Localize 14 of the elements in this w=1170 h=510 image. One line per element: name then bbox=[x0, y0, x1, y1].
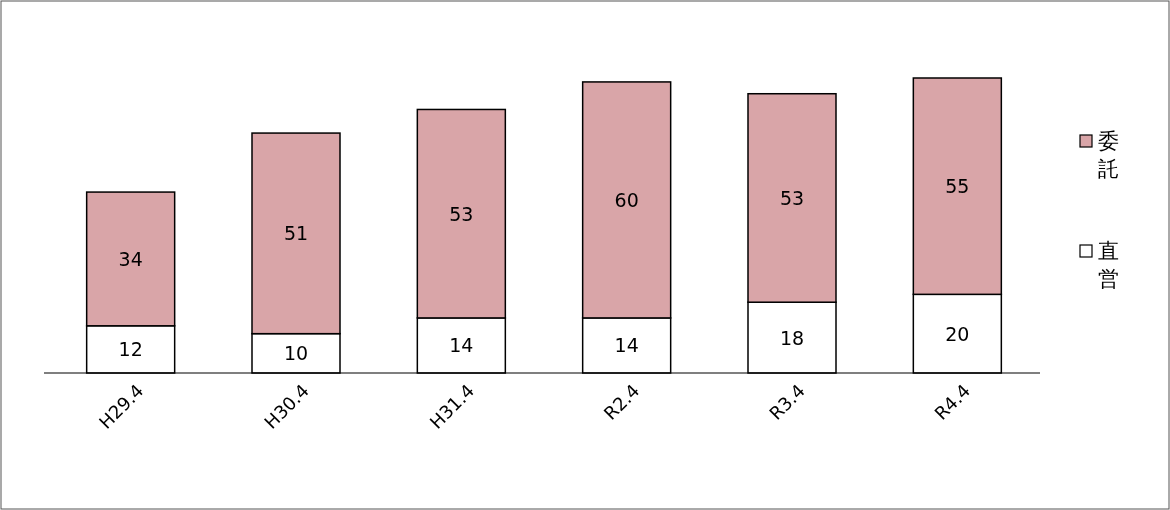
data-label: 60 bbox=[614, 188, 639, 211]
data-label: 53 bbox=[779, 186, 805, 209]
data-label: 34 bbox=[118, 247, 143, 270]
data-label: 20 bbox=[945, 322, 970, 345]
data-label: 51 bbox=[283, 222, 309, 245]
data-label: 55 bbox=[945, 175, 970, 198]
data-label: 14 bbox=[614, 334, 639, 357]
legend-label: 直営 bbox=[1098, 239, 1119, 291]
data-label: 18 bbox=[779, 326, 805, 349]
data-label: 53 bbox=[449, 202, 474, 225]
data-label: 14 bbox=[449, 334, 474, 357]
legend-label: 委託 bbox=[1098, 129, 1119, 181]
data-label: 12 bbox=[118, 338, 143, 361]
data-label: 10 bbox=[283, 342, 309, 365]
